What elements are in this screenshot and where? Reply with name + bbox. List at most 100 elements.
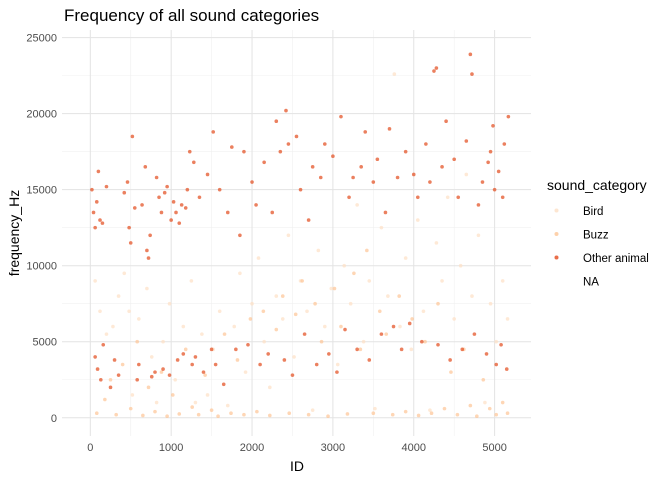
data-point [314,362,319,367]
data-point [196,412,201,417]
data-point [213,362,218,367]
data-point [323,324,327,329]
data-point [329,286,334,291]
y-tick-label: 10000 [26,261,57,273]
series-bird [93,72,510,412]
data-point [347,195,351,200]
data-point [472,332,477,336]
data-point [242,149,246,154]
data-point [335,362,340,367]
data-point [345,412,350,416]
data-point [162,190,167,195]
data-point [169,218,173,222]
data-point [130,393,135,397]
data-point [387,127,392,131]
data-point [475,414,479,419]
data-point [391,324,396,329]
data-point [145,248,149,253]
data-point [464,139,469,143]
x-tick-label: 1000 [159,442,183,454]
x-axis-title: ID [290,458,304,474]
data-point [487,406,492,411]
data-point [108,377,113,382]
data-point [395,175,400,180]
data-point [141,413,145,418]
data-point [135,377,140,382]
data-point [456,195,461,200]
data-point [327,352,331,356]
data-point [238,271,242,276]
data-point [416,413,421,418]
data-point [146,385,151,390]
data-point [494,362,499,367]
data-point [128,406,133,411]
data-point [499,342,503,347]
data-point [254,203,258,207]
data-point [403,149,408,154]
data-point [504,367,509,371]
data-point [483,400,487,405]
data-point [246,342,250,347]
data-point [403,256,408,260]
data-point [137,317,141,321]
data-point [339,114,343,119]
data-point [306,412,311,417]
legend-label: Bird [583,206,603,218]
data-point [494,339,499,344]
data-point [225,210,230,215]
data-point [209,408,214,412]
data-point [165,184,169,189]
data-point [310,408,315,412]
data-point [146,256,151,260]
data-point [170,393,175,397]
data-point [449,370,453,374]
data-point [238,233,242,238]
data-point [306,218,311,222]
data-point [300,279,304,283]
data-point [149,355,154,359]
data-point [175,358,180,362]
legend-swatch [554,279,559,283]
data-point [201,370,206,374]
data-point [452,157,456,162]
data-point [157,195,161,200]
data-point [127,309,131,314]
data-point [319,339,324,344]
y-tick-label: 25000 [26,33,57,45]
data-point [294,134,299,139]
y-axis-title: frequency_Hz [6,190,22,276]
data-point [476,203,481,207]
data-point [280,294,285,298]
data-point [415,218,420,222]
data-point [104,184,109,189]
data-point [234,347,238,352]
data-point [181,352,186,356]
data-point [316,248,321,253]
data-point [363,130,368,134]
data-point [250,301,254,306]
data-point [179,203,184,207]
data-point [343,327,347,332]
data-point [429,411,434,415]
data-point [93,279,97,283]
data-point [286,142,291,146]
data-point [108,385,113,390]
data-point [403,409,408,414]
data-point [99,377,103,382]
data-point [383,210,388,215]
data-point [326,414,330,419]
data-point [229,411,233,415]
data-point [342,263,347,268]
data-point [232,324,237,329]
data-point [355,203,359,207]
data-point [94,411,99,415]
data-point [434,241,439,245]
legend-label: Other animal [583,253,649,265]
data-point [200,332,204,336]
data-point [410,317,414,321]
data-point [284,108,288,113]
data-point [193,355,198,359]
data-point [255,409,259,414]
data-point [379,332,384,336]
x-tick-label: 4000 [402,442,426,454]
